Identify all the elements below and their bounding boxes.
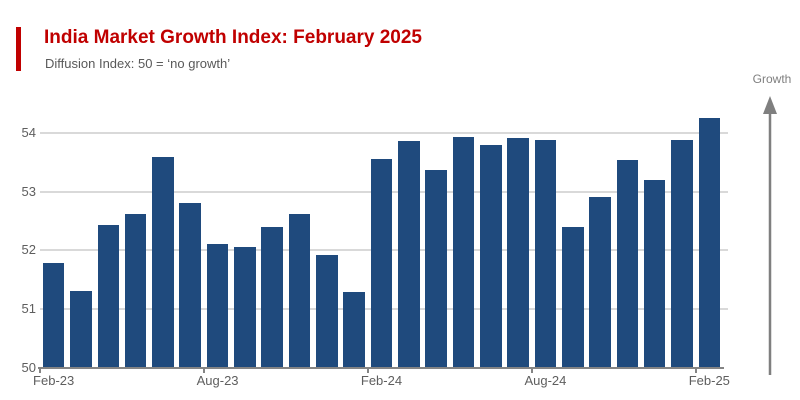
y-axis-tick-label: 53 xyxy=(21,183,36,199)
x-axis-line xyxy=(38,367,724,369)
y-axis-tick-label: 54 xyxy=(21,124,36,140)
bar-feb-25 xyxy=(698,118,721,368)
bar-jun-23 xyxy=(152,156,174,368)
y-axis-tick-label: 51 xyxy=(21,301,36,317)
bar-sep-23 xyxy=(234,247,256,368)
bar-oct-24 xyxy=(589,196,611,368)
bar-nov-23 xyxy=(288,213,311,368)
bar-oct-23 xyxy=(261,227,283,368)
bar-jun-24 xyxy=(479,144,502,368)
gridline xyxy=(40,131,728,134)
bar-feb-23 xyxy=(42,263,65,368)
bar-may-23 xyxy=(124,213,147,368)
x-axis-tick xyxy=(694,369,697,373)
bar-mar-24 xyxy=(398,141,420,368)
chart-subtitle: Diffusion Index: 50 = ‘no growth’ xyxy=(45,56,231,71)
x-axis-tick xyxy=(39,369,41,373)
bar-nov-24 xyxy=(616,159,639,368)
bar-mar-23 xyxy=(70,290,92,368)
y-axis-tick-label: 50 xyxy=(21,360,36,375)
bar-dec-24 xyxy=(643,179,666,368)
bar-dec-23 xyxy=(316,254,338,368)
bar-jul-24 xyxy=(507,138,529,368)
x-axis-tick xyxy=(366,369,369,373)
x-axis-tick xyxy=(530,369,533,373)
bar-feb-24 xyxy=(370,159,393,368)
bar-apr-23 xyxy=(97,225,120,368)
x-axis-tick-label: Feb-24 xyxy=(360,373,403,388)
x-axis-tick-label: Aug-23 xyxy=(196,373,239,388)
bar-jul-23 xyxy=(179,202,202,368)
growth-axis-label: Growth xyxy=(752,72,792,86)
bar-aug-24 xyxy=(534,140,557,368)
bar-jan-24 xyxy=(343,291,365,368)
chart-title: India Market Growth Index: February 2025 xyxy=(44,27,422,48)
bar-chart-plot-area: 50 51 52 53 54 Feb-23 Aug-23 Feb-24 Aug-24 Feb-25 xyxy=(0,100,800,400)
bar-sep-24 xyxy=(561,226,584,368)
y-axis-tick-label: 52 xyxy=(21,242,36,258)
x-axis-tick-label: Aug-24 xyxy=(524,373,567,388)
x-axis-tick xyxy=(202,369,205,373)
x-axis-tick-label: Feb-23 xyxy=(33,373,75,388)
bar-aug-23 xyxy=(206,243,229,368)
growth-arrow-icon xyxy=(763,96,777,375)
title-accent-bar xyxy=(16,27,21,71)
bar-may-24 xyxy=(452,136,475,368)
bar-apr-24 xyxy=(425,170,447,368)
x-axis-tick-label: Feb-25 xyxy=(688,373,730,388)
bar-jan-25 xyxy=(671,140,693,368)
